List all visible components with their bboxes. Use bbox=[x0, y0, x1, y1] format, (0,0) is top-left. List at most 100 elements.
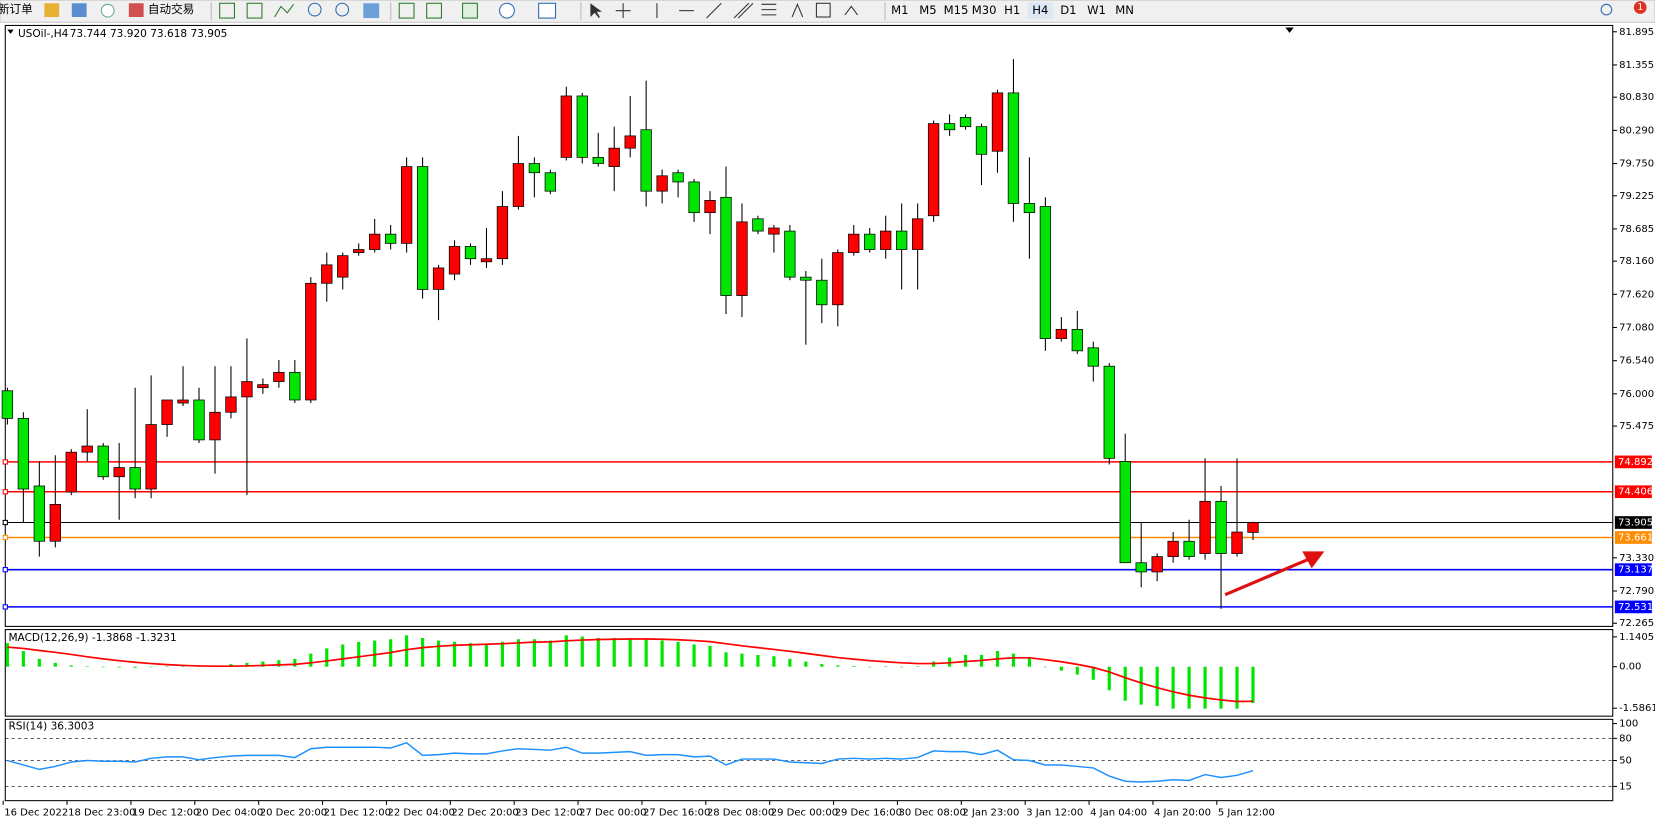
timeframe-bar: M1 M5 M15 M30 H1 H4 D1 W1 MN bbox=[891, 2, 1134, 20]
macd-bar bbox=[756, 654, 760, 667]
macd-bar bbox=[916, 666, 920, 667]
candle-body bbox=[624, 135, 636, 149]
zoom-in[interactable] bbox=[307, 2, 322, 17]
icon[interactable] bbox=[426, 2, 443, 19]
main-panel bbox=[4, 24, 1614, 627]
y-tick-label: 50 bbox=[1619, 756, 1632, 767]
x-tick-label: 3 Jan 12:00 bbox=[1026, 807, 1083, 818]
candle-body bbox=[161, 399, 173, 425]
icon[interactable] bbox=[274, 4, 295, 18]
candle-body bbox=[752, 218, 764, 232]
arrow-shaft bbox=[1224, 557, 1311, 597]
x-tick-label: 4 Jan 20:00 bbox=[1154, 807, 1211, 818]
macd-bar bbox=[724, 652, 728, 667]
level-handle bbox=[2, 489, 8, 495]
timeframe-label[interactable]: M5 bbox=[919, 3, 936, 17]
macd-bar bbox=[516, 639, 520, 667]
icon[interactable] bbox=[246, 2, 263, 19]
candle-body bbox=[480, 258, 493, 263]
level-label: 73.137 bbox=[1618, 565, 1653, 576]
y-tick-label: -1.5861 bbox=[1619, 703, 1655, 714]
macd-bar bbox=[117, 666, 121, 668]
candle-body bbox=[1023, 203, 1036, 214]
plot: 81.895 81.355 80.830 80.290 79.750 79.225 78.6… bbox=[1, 27, 1655, 818]
icon[interactable] bbox=[398, 2, 415, 19]
y-tick-label: 79.750 bbox=[1619, 159, 1654, 170]
timeframe-label[interactable]: D1 bbox=[1060, 3, 1076, 17]
trendline-tool[interactable] bbox=[706, 2, 722, 19]
candle-body bbox=[688, 181, 700, 214]
timeframe-label[interactable]: MN bbox=[1115, 3, 1134, 17]
candle-body bbox=[544, 172, 556, 192]
candle-body bbox=[911, 218, 924, 250]
timeframe-button[interactable] bbox=[1027, 2, 1053, 20]
candle-body bbox=[528, 163, 541, 174]
y-tick-label: 80 bbox=[1619, 733, 1632, 744]
icon[interactable] bbox=[44, 3, 60, 17]
channel-tool[interactable] bbox=[733, 2, 754, 19]
alert-count: 1 bbox=[1637, 2, 1643, 13]
periods[interactable] bbox=[499, 2, 515, 19]
timeframe-label[interactable]: H1 bbox=[1004, 3, 1020, 17]
candle-body bbox=[768, 227, 780, 235]
cursor-tool[interactable] bbox=[590, 3, 603, 19]
candle-body bbox=[1247, 522, 1259, 533]
macd-bar bbox=[628, 637, 632, 667]
signal-line bbox=[7, 638, 1253, 703]
icon[interactable] bbox=[100, 3, 115, 18]
level-label: 72.531 bbox=[1618, 602, 1653, 613]
macd-bar bbox=[341, 644, 345, 667]
icon[interactable] bbox=[363, 3, 380, 19]
macd-bar bbox=[277, 660, 281, 667]
macd-bar bbox=[1091, 666, 1095, 680]
candle-body bbox=[496, 206, 509, 260]
candle-body bbox=[257, 384, 269, 389]
candle-body bbox=[592, 157, 604, 164]
candle-body bbox=[337, 255, 349, 278]
timeframe-label[interactable]: M1 bbox=[891, 3, 908, 17]
candle-body bbox=[273, 371, 285, 382]
x-tick-label: 2 Jan 23:00 bbox=[962, 807, 1019, 818]
timeframe-label[interactable]: W1 bbox=[1087, 3, 1106, 17]
templates[interactable] bbox=[538, 2, 557, 19]
level-label-bg bbox=[1614, 563, 1652, 577]
zoom-out[interactable] bbox=[335, 2, 350, 17]
auto-trading-button[interactable]: 自动交易 bbox=[148, 2, 194, 16]
macd-bar bbox=[37, 658, 41, 667]
macd-bar bbox=[1219, 666, 1223, 709]
candle-body bbox=[432, 267, 445, 290]
timeframe-label[interactable]: H4 bbox=[1032, 3, 1048, 17]
macd-bar bbox=[740, 653, 744, 667]
auto-trading-icon[interactable] bbox=[128, 3, 144, 17]
icon[interactable] bbox=[219, 2, 235, 19]
timeframe-label[interactable]: M15 bbox=[944, 3, 969, 17]
x-tick-label: 29 Dec 16:00 bbox=[835, 807, 902, 818]
level-label-bg bbox=[1614, 516, 1652, 529]
level-label-bg bbox=[1614, 455, 1652, 469]
candle-body bbox=[193, 399, 205, 441]
crosshair-tool[interactable] bbox=[615, 3, 631, 19]
search[interactable] bbox=[1600, 3, 1613, 16]
label-tool[interactable] bbox=[815, 2, 831, 18]
macd-bar bbox=[421, 637, 425, 667]
macd-bar bbox=[804, 661, 808, 667]
panel-menu[interactable] bbox=[7, 29, 14, 34]
x-tick-label: 20 Dec 20:00 bbox=[260, 807, 327, 818]
macd-bar bbox=[357, 641, 361, 667]
arrow-head bbox=[1302, 551, 1325, 569]
fibo-tool[interactable] bbox=[761, 3, 777, 16]
new-order-button[interactable]: 新订单 bbox=[0, 2, 33, 16]
macd-bar bbox=[5, 643, 9, 667]
icon[interactable] bbox=[71, 3, 87, 17]
x-tick-label: 16 Dec 2022 bbox=[4, 807, 68, 818]
text-tool[interactable] bbox=[791, 2, 804, 18]
timeframe-label[interactable]: M30 bbox=[972, 3, 997, 17]
candle-body bbox=[975, 126, 988, 155]
macd-bar bbox=[820, 664, 824, 667]
macd-bar bbox=[532, 639, 536, 667]
candle-body bbox=[784, 230, 796, 278]
indicators[interactable] bbox=[462, 2, 478, 19]
arrows-tool[interactable] bbox=[844, 5, 859, 16]
alert-badge[interactable] bbox=[1633, 1, 1647, 14]
